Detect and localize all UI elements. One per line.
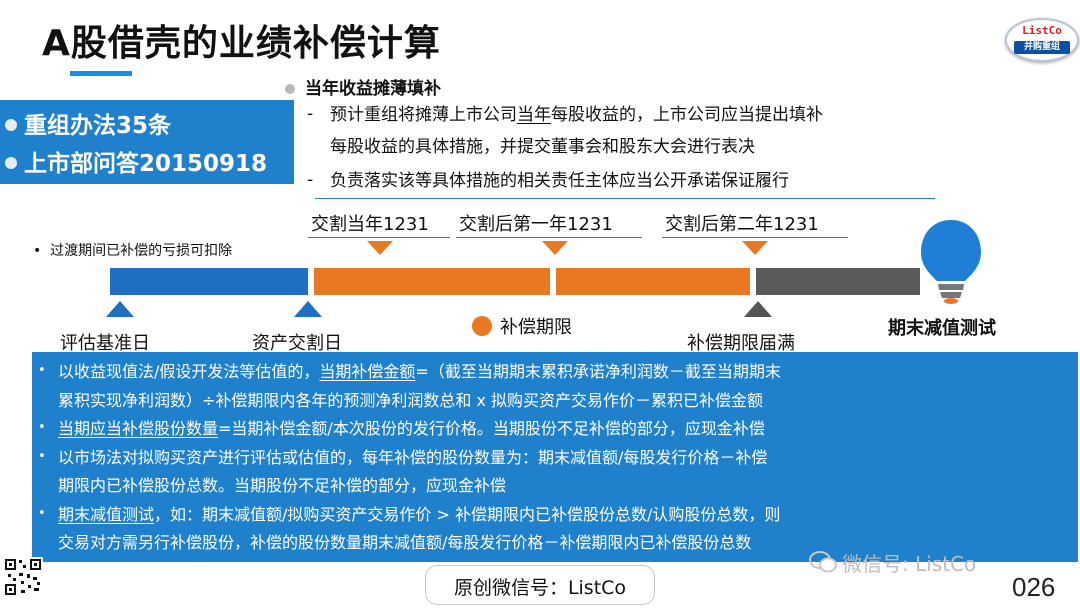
dilution-line: 每股收益的具体措施，并提交董事会和股东大会进行表决 [330, 137, 755, 157]
rule-bullet: • [38, 505, 46, 521]
bullet-dot-icon [285, 84, 295, 94]
timeline-segment-year-two [556, 268, 750, 295]
divider-rule [315, 198, 935, 199]
label-period-end: 补偿期限届满 [687, 333, 795, 354]
rule-bullet: • [38, 420, 46, 435]
basis-item: 上市部问答20150918 [5, 144, 267, 178]
transition-note: • 过渡期间已补偿的亏损可扣除 [33, 243, 233, 259]
label-valuation-date: 评估基准日 [60, 333, 150, 354]
regulation-basis-box: 重组办法35条 上市部问答20150918 [0, 100, 294, 184]
basis-item: 重组办法35条 [5, 106, 171, 140]
rule-bullet: • [38, 448, 46, 464]
slide-title: A股借壳的业绩补偿计算 [42, 23, 441, 64]
label-delivery-date: 资产交割日 [252, 333, 342, 354]
dash-marker: - [307, 170, 314, 190]
date-label-closing-year: 交割当年1231 [311, 214, 429, 235]
logo-top-text: ListCo [1022, 24, 1062, 37]
dash-marker: - [307, 104, 314, 124]
marker-down-icon [367, 241, 393, 255]
page-number: 026 [1012, 572, 1056, 602]
final-impairment-test-label: 期末减值测试 [888, 318, 996, 339]
date-label-year-one: 交割后第一年1231 [459, 214, 613, 235]
dilution-line: 负责落实该等具体措施的相关责任主体应当公开承诺保证履行 [330, 171, 789, 191]
orange-dot-icon [472, 316, 492, 336]
compensation-rules-box: • 以收益现值法/假设开发法等估值的，当期补偿金额=（截至当期期末累积承诺净利润数… [32, 352, 1078, 562]
logo-bottom-text: 并购重组 [1014, 41, 1070, 54]
wechat-watermark: 微信号: ListCo [842, 552, 977, 576]
date-rule [308, 237, 450, 238]
rule-bullet: • [38, 363, 46, 378]
dilution-heading: 当年收益摊薄填补 [285, 74, 441, 99]
rule-line: 当期应当补偿股份数量=当期补偿金额/本次股份的发行价格。当期股份不足补偿的部分，… [58, 419, 765, 438]
bullet-dot-icon [5, 118, 17, 131]
wechat-icon [809, 551, 837, 573]
timeline-segment-pre-closing [110, 268, 308, 295]
rule-line: 期末减值测试，如：期末减值额/拟购买资产交易作价 > 补偿期限内已补偿股份总数/… [58, 504, 781, 524]
lightbulb-icon [921, 220, 981, 304]
compensation-period-legend: 补偿期限 [472, 313, 572, 339]
date-label-year-two: 交割后第二年1231 [665, 214, 819, 235]
date-rule [456, 237, 642, 238]
marker-up-icon [744, 301, 772, 317]
rule-line: 以收益现值法/假设开发法等估值的，当期补偿金额=（截至当期期末累积承诺净利润数－… [58, 362, 781, 381]
rule-line: 以市场法对拟购买资产进行评估或估值的，每年补偿的股份数量为：期末减值额/每股发行… [58, 447, 768, 467]
rule-line: 期限内已补偿股份总数。当期股份不足补偿的部分，应现金补偿 [58, 476, 507, 495]
marker-up-icon [106, 301, 134, 317]
timeline-segment-year-one [314, 268, 550, 295]
marker-down-icon [742, 241, 768, 255]
marker-down-icon [542, 241, 568, 255]
qr-code-icon [3, 557, 43, 597]
date-rule [662, 237, 848, 238]
rule-line: 累积实现净利润数）÷补偿期限内各年的预测净利润数总和 x 拟购买资产交易作价－累… [58, 390, 764, 410]
rule-line: 交易对方需另行补偿股份，补偿的股份数量期末减值额/每股发行价格－补偿期限内已补偿… [58, 533, 752, 552]
marker-up-icon [294, 301, 322, 317]
title-underline [70, 71, 132, 76]
listco-logo: ListCo 并购重组 [1005, 18, 1079, 62]
account-text: 原创微信号：ListCo [453, 577, 627, 599]
bullet-dot-icon [5, 156, 17, 169]
wechat-account-badge: 原创微信号：ListCo [425, 565, 655, 605]
dilution-line: 预计重组将摊薄上市公司当年每股收益的，上市公司应当提出填补 [330, 105, 823, 125]
timeline-segment-after-period [756, 268, 920, 295]
